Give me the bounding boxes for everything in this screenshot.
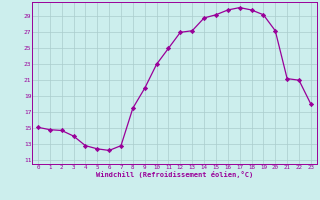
X-axis label: Windchill (Refroidissement éolien,°C): Windchill (Refroidissement éolien,°C) xyxy=(96,171,253,178)
